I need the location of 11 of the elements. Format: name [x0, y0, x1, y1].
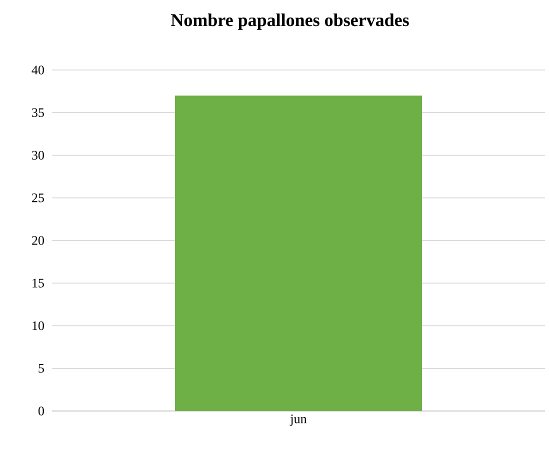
chart-title: Nombre papallones observades: [171, 14, 409, 30]
y-tick-label: 20: [32, 236, 44, 245]
y-tick-label: 15: [32, 278, 44, 288]
y-tick-label: 30: [32, 150, 44, 160]
y-tick-label: 25: [32, 194, 44, 202]
y-tick-label: 10: [32, 321, 44, 330]
y-tick-label: 40: [32, 66, 44, 74]
x-tick-label: jun: [290, 414, 307, 426]
y-tick-label: 5: [38, 364, 44, 373]
y-tick-label: 35: [32, 108, 44, 117]
y-tick-label: 0: [38, 406, 44, 416]
